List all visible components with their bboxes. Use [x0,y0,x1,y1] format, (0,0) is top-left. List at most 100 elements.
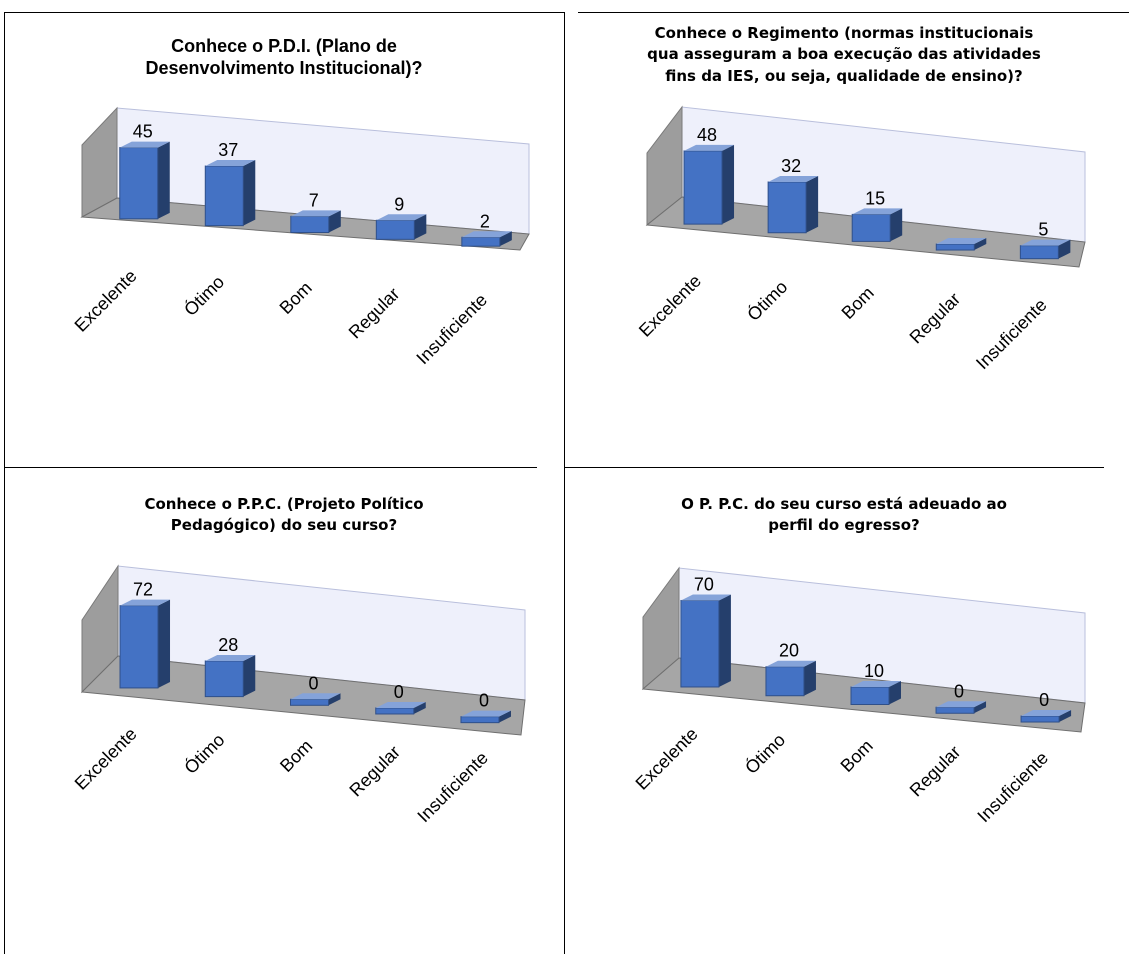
bar [290,210,341,234]
bar-top [205,654,256,661]
x-tick-label: Regular [906,742,965,801]
bar [850,681,901,705]
bar-top [119,141,170,148]
bar [204,160,256,227]
bar-front [935,243,975,251]
bar [765,660,816,697]
bar-front [680,599,720,688]
x-tick-label: Excelente [71,724,141,794]
bar [1020,710,1072,723]
bar-front [375,707,415,715]
bar-side [413,701,426,714]
chart-title-regimento: Conhece o Regimento (normas instituciona… [594,23,1094,87]
bar-front [119,605,159,689]
bar-side [1058,239,1071,259]
bar-top [205,160,256,167]
chart-panel-perfil-egresso: O P. P.C. do seu curso está adeuado ao p… [564,467,1124,942]
bar-front [767,181,807,234]
bar-side [803,660,816,696]
x-tick-label: Insuficiente [413,748,492,827]
bar-top [684,144,735,151]
bar [683,144,735,225]
x-tick-label: Excelente [71,266,141,336]
bar-side [328,693,341,706]
bar-side [158,599,171,688]
bar-top [460,710,511,717]
bar-top [936,701,987,708]
bar-side [243,654,256,697]
chart-title-line: Desenvolvimento Institucional)? [145,57,423,78]
bar-value-label: 7 [309,190,319,210]
bar-top [461,231,512,238]
bar-top [290,693,341,700]
bar [851,208,903,242]
bar-value-label: 0 [479,691,489,711]
bar-top [1021,710,1072,717]
bar [119,599,171,689]
bar-value-label: 10 [864,661,884,681]
bar-front [1019,245,1059,260]
bar-value-label: 72 [133,580,153,600]
chart-title-line: O P. P.C. do seu curso está adeuado ao [681,495,1007,513]
bar-front [290,698,329,706]
bar-side [1059,710,1072,723]
table-border-top-left [4,12,564,13]
chart-title-ppc: Conhece o P.P.C. (Projeto Político Pedag… [74,494,494,537]
bar [375,701,426,715]
bar-value-label: 0 [1039,690,1049,710]
bar-front [119,147,159,220]
bar-value-label: 0 [308,673,318,693]
x-tick-label: Regular [345,742,404,801]
chart-panel-pdi: Conhece o P.D.I. (Plano de Desenvolvimen… [4,12,564,487]
bar-value-label: 0 [394,682,404,702]
bar [375,214,427,240]
x-tick-label: Insuficiente [412,290,491,369]
bar [461,231,512,247]
chart-title-line: perfil do egresso? [768,516,920,535]
bar-top [680,594,731,601]
bar-side [499,231,512,247]
bar-value-label: 32 [781,156,801,176]
bar-side [890,208,903,242]
bar-side [974,701,987,714]
bar-value-label: 45 [133,122,153,142]
bar-side [498,710,511,723]
chart-title-line: Pedagógico) do seu curso? [170,516,398,535]
bar-side [974,238,987,251]
bar-top [768,175,819,182]
bar [935,701,987,714]
chart-title-line: qua asseguram a boa execução das ativida… [647,45,1041,64]
bar-top [851,681,901,687]
x-tick-label: Bom [838,283,878,323]
bar-front [460,716,500,724]
bar-value-label: 2 [480,211,490,231]
bar-chart-regimento: 48 Excelente 32 Ótimo 15 Bom Regular 5 Insuficie… [635,105,1086,374]
x-tick-label: Insuficiente [973,748,1052,827]
bar-front [204,165,244,227]
bar-side [722,144,735,225]
x-tick-label: Bom [837,736,877,776]
table-divider-vertical [564,12,565,954]
chart-title-pdi: Conhece o P.D.I. (Plano de Desenvolvimen… [74,36,494,79]
bar-value-label: 0 [954,681,964,701]
bar-front [765,666,805,697]
bar-front [935,706,975,714]
bar-front [683,150,723,225]
table-divider-horizontal-left [4,467,537,468]
bar-chart-ppc: 72 Excelente 28 Ótimo 0 Bom 0 Regular 0 Insuficie… [71,564,526,827]
bar [1019,239,1071,260]
x-tick-label: Ótimo [740,729,789,778]
chart-title-line: Conhece o Regimento (normas instituciona… [654,24,1034,42]
bar [290,693,341,706]
x-tick-label: Insuficiente [972,295,1051,374]
bar-value-label: 5 [1038,220,1048,240]
bar-front [850,686,890,705]
chart-title-line: Conhece o P.P.C. (Projeto Político [144,495,424,513]
bar-top [852,208,903,215]
chart-panel-regimento: Conhece o Regimento (normas instituciona… [564,12,1124,487]
bar-front [375,219,415,240]
x-tick-label: Excelente [632,724,702,794]
chart-panel-ppc: Conhece o P.P.C. (Projeto Político Pedag… [4,467,564,942]
bar-top [376,214,427,221]
x-tick-label: Bom [276,736,316,776]
